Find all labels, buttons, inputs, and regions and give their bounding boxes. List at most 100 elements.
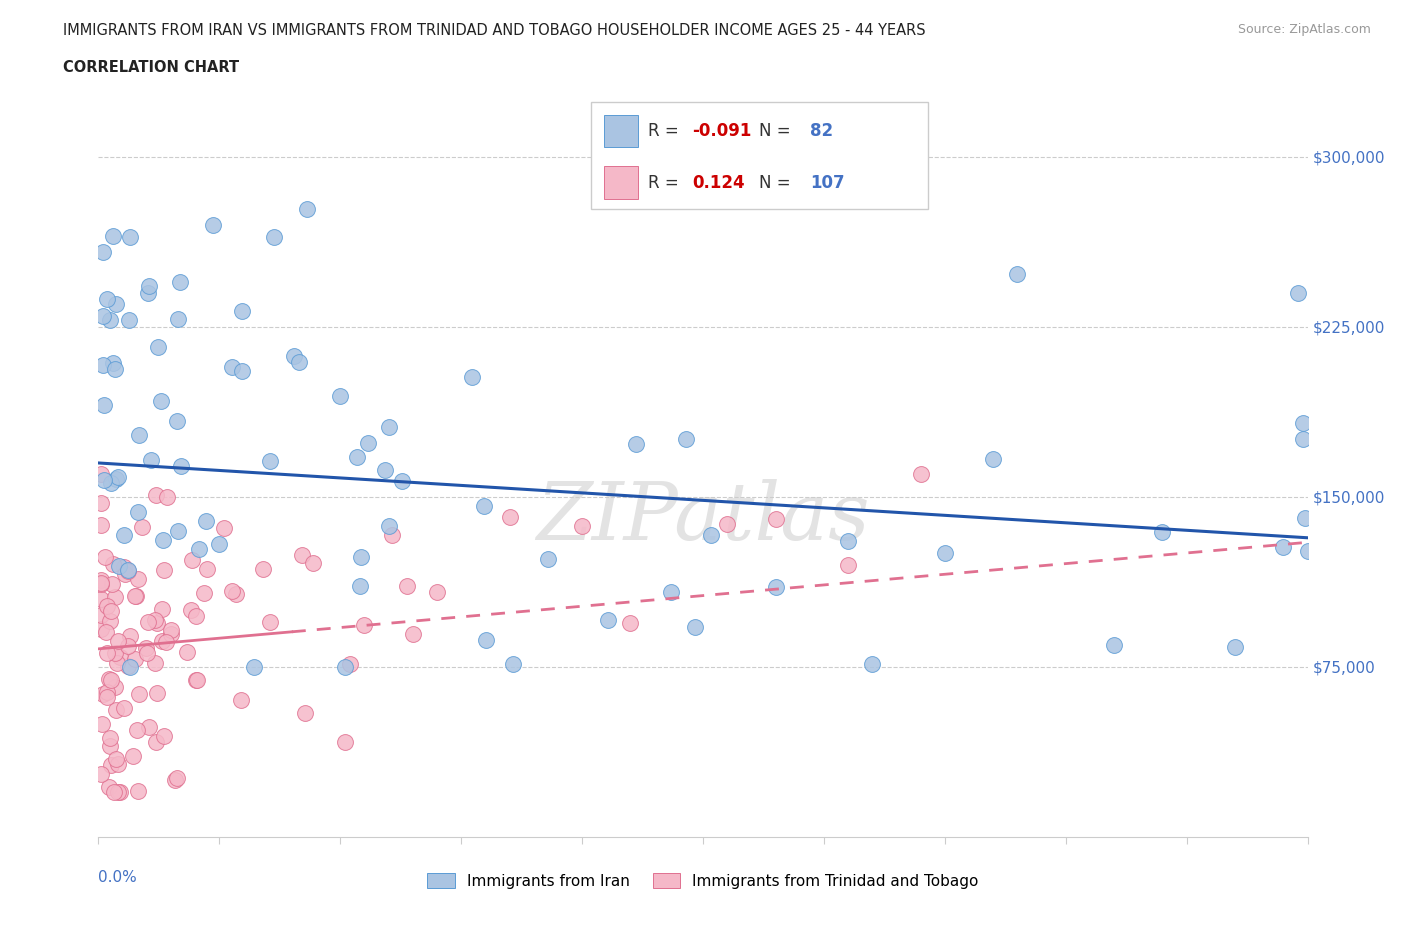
Point bbox=[103, 784, 125, 799]
Point bbox=[391, 473, 413, 488]
Point bbox=[624, 436, 647, 451]
Point bbox=[100, 604, 122, 619]
Text: 0.0%: 0.0% bbox=[98, 870, 138, 884]
Point bbox=[127, 723, 149, 737]
Point bbox=[96, 291, 118, 306]
Point bbox=[165, 773, 187, 788]
Point bbox=[91, 686, 114, 701]
Bar bbox=[605, 166, 638, 199]
Point bbox=[837, 558, 859, 573]
Point bbox=[208, 537, 231, 551]
Text: 82: 82 bbox=[810, 122, 832, 140]
Point bbox=[166, 771, 188, 786]
Point bbox=[186, 672, 208, 687]
Point bbox=[118, 230, 141, 245]
Point bbox=[377, 419, 399, 434]
Point bbox=[153, 563, 176, 578]
Point bbox=[502, 657, 524, 671]
Point bbox=[127, 571, 149, 586]
Point bbox=[221, 583, 243, 598]
Point bbox=[90, 591, 112, 606]
Point bbox=[145, 487, 167, 502]
Point bbox=[837, 534, 859, 549]
Point bbox=[184, 672, 207, 687]
Point bbox=[96, 689, 118, 704]
Point bbox=[105, 472, 128, 486]
Point bbox=[128, 687, 150, 702]
Point bbox=[263, 230, 285, 245]
Point bbox=[146, 685, 169, 700]
Point bbox=[131, 519, 153, 534]
Point bbox=[93, 472, 115, 487]
Point bbox=[107, 757, 129, 772]
Point bbox=[96, 598, 118, 613]
Point bbox=[150, 394, 173, 409]
Point bbox=[94, 550, 117, 565]
Point bbox=[596, 613, 619, 628]
Point bbox=[138, 278, 160, 293]
Point bbox=[146, 339, 169, 354]
Point bbox=[472, 499, 495, 514]
Point bbox=[765, 512, 787, 526]
Point bbox=[105, 751, 128, 766]
Point bbox=[118, 659, 141, 674]
Point bbox=[194, 514, 217, 529]
Point bbox=[333, 659, 356, 674]
Legend: Immigrants from Iran, Immigrants from Trinidad and Tobago: Immigrants from Iran, Immigrants from Tr… bbox=[420, 867, 986, 895]
Point bbox=[167, 524, 190, 538]
Point bbox=[117, 638, 139, 653]
Point bbox=[98, 614, 121, 629]
Point bbox=[231, 364, 253, 379]
Point bbox=[180, 552, 202, 567]
Point bbox=[117, 563, 139, 578]
Point bbox=[860, 657, 883, 671]
Point bbox=[145, 735, 167, 750]
Point bbox=[127, 505, 149, 520]
Point bbox=[302, 556, 325, 571]
Point bbox=[498, 510, 520, 525]
Point bbox=[353, 618, 375, 632]
Point bbox=[114, 527, 136, 542]
Text: CORRELATION CHART: CORRELATION CHART bbox=[63, 60, 239, 75]
Point bbox=[146, 616, 169, 631]
Point bbox=[346, 449, 368, 464]
Point bbox=[104, 297, 127, 312]
Point bbox=[683, 619, 706, 634]
Point bbox=[96, 645, 118, 660]
Point bbox=[107, 470, 129, 485]
Point bbox=[91, 308, 114, 323]
Point bbox=[426, 584, 449, 599]
Point bbox=[103, 229, 125, 244]
Point bbox=[108, 558, 131, 573]
Point bbox=[536, 551, 558, 566]
Point bbox=[297, 201, 319, 216]
Point bbox=[1292, 432, 1315, 446]
Point bbox=[461, 369, 484, 384]
Point bbox=[150, 633, 173, 648]
Point bbox=[150, 602, 173, 617]
Point bbox=[291, 547, 314, 562]
Point bbox=[187, 542, 209, 557]
Point bbox=[90, 467, 112, 482]
Text: 0.124: 0.124 bbox=[692, 174, 744, 192]
Point bbox=[374, 462, 396, 477]
Point bbox=[335, 735, 357, 750]
Point bbox=[127, 783, 149, 798]
Point bbox=[1292, 415, 1315, 430]
Point bbox=[700, 527, 723, 542]
Point bbox=[90, 496, 112, 511]
Point bbox=[93, 397, 115, 412]
Text: R =: R = bbox=[648, 122, 683, 140]
FancyBboxPatch shape bbox=[591, 102, 928, 209]
Point bbox=[114, 566, 136, 581]
Point bbox=[1296, 544, 1319, 559]
Point bbox=[104, 645, 127, 660]
Point bbox=[212, 521, 235, 536]
Point bbox=[136, 286, 159, 300]
Point bbox=[91, 245, 114, 259]
Point bbox=[981, 451, 1004, 466]
Point bbox=[381, 527, 404, 542]
Point bbox=[104, 590, 127, 604]
Point bbox=[288, 355, 311, 370]
Point bbox=[136, 645, 159, 660]
